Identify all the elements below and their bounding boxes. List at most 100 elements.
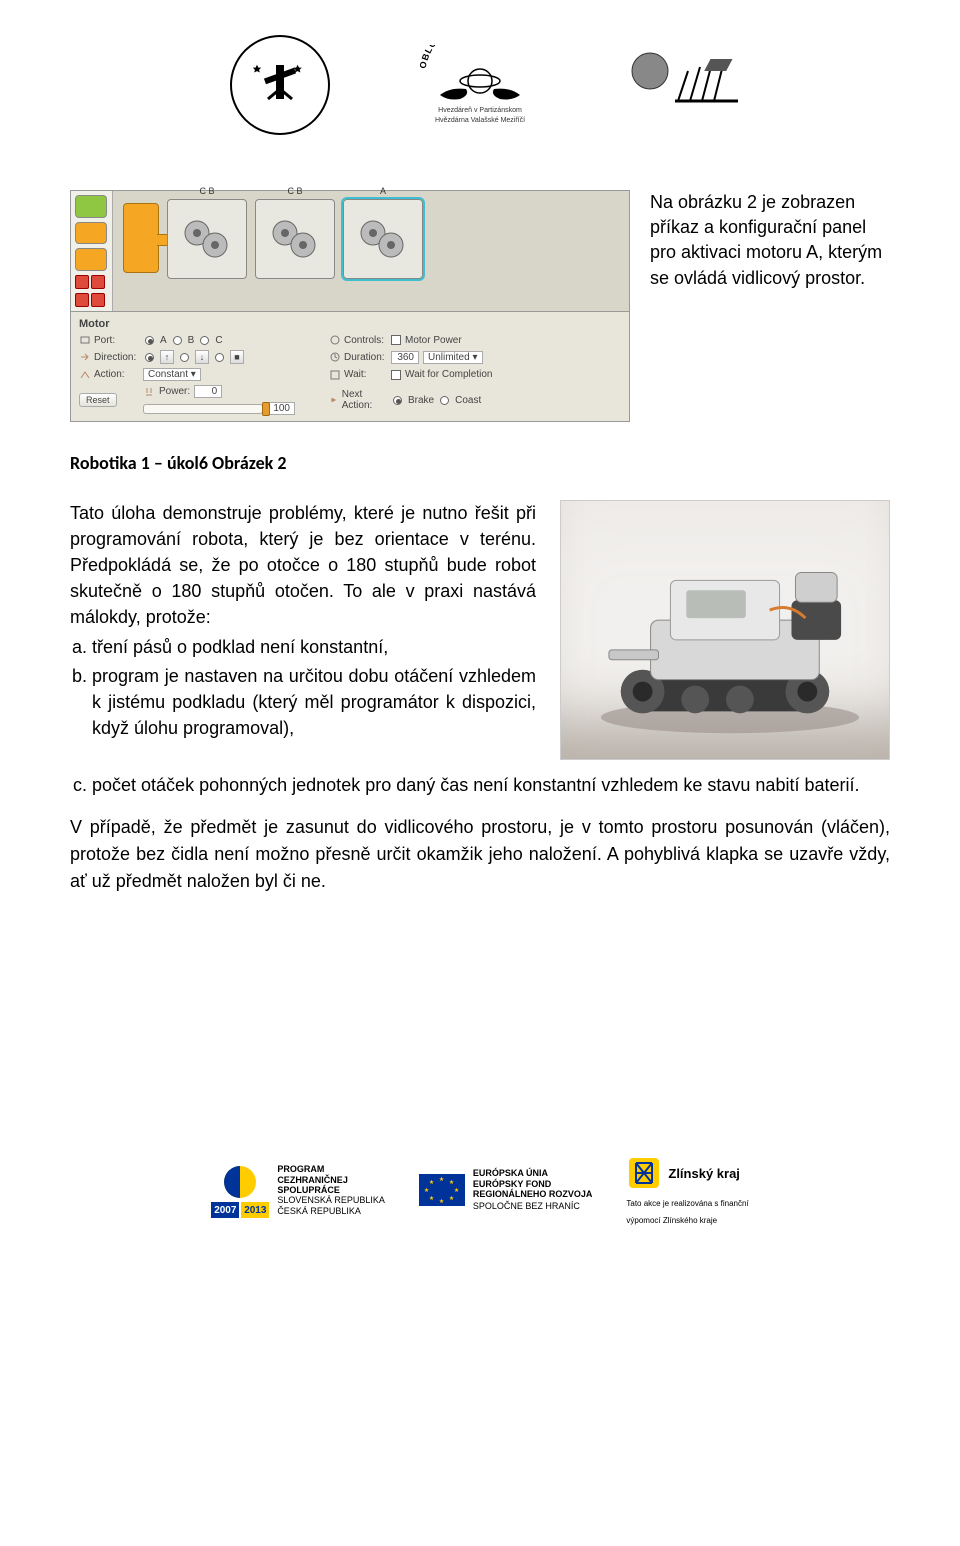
zlin-name: Zlínský kraj xyxy=(668,1166,740,1181)
nxt-robot-icon xyxy=(561,501,889,759)
nxt-editor-screenshot: C B C B A xyxy=(70,190,630,422)
action-select[interactable]: Constant ▾ xyxy=(143,368,323,381)
footer-zlin: Zlínský kraj Tato akce je realizována s … xyxy=(626,1155,748,1225)
list-item-a: tření pásů o podklad není konstantní, xyxy=(92,634,536,660)
header-logo-strip: OBLOHA NA DLANI Hvezdáreň v Partizánskom… xyxy=(70,30,890,140)
year-2013: 2013 xyxy=(241,1202,269,1218)
motor-power-checkbox[interactable] xyxy=(391,335,401,345)
start-block[interactable] xyxy=(123,203,159,273)
zlin-caption-1: Tato akce je realizována s finanční xyxy=(626,1199,748,1208)
port-radios[interactable]: A B C xyxy=(143,335,323,346)
port-c-radio[interactable] xyxy=(200,336,209,345)
list-item-b: program je nastaven na určitou dobu otáč… xyxy=(92,663,536,741)
action-icon xyxy=(79,369,91,381)
duration-unit-select[interactable]: Unlimited ▾ xyxy=(423,351,483,364)
footer-cez-text: PROGRAM CEZHRANIČNEJ SPOLUPRÁCE SLOVENSK… xyxy=(277,1164,385,1216)
telescope-icon xyxy=(250,55,310,115)
palette-move-icon[interactable] xyxy=(75,195,107,218)
footer-eu: ★ ★ ★ ★ ★ ★ ★ ★ EURÓPSKA ÚNIA EURÓPSKY F… xyxy=(419,1168,593,1211)
block-3-ports: A xyxy=(380,186,386,196)
duration-controls[interactable]: 360 Unlimited ▾ xyxy=(391,351,621,364)
figure-caption: Robotika 1 – úkol6 Obrázek 2 xyxy=(70,452,890,474)
config-title: Motor xyxy=(79,318,621,330)
gears-icon xyxy=(179,211,235,267)
palette-red-1-icon[interactable] xyxy=(75,275,89,289)
motor-block-2[interactable]: C B xyxy=(255,199,335,279)
direction-fwd-radio[interactable] xyxy=(145,353,154,362)
problem-list-cont: počet otáček pohonných jednotek pro daný… xyxy=(92,772,890,798)
controls-label: Controls: xyxy=(329,334,385,346)
power-icon xyxy=(143,386,155,398)
zlin-caption-2: výpomocí Zlínského kraje xyxy=(626,1216,717,1225)
palette-red-3-icon[interactable] xyxy=(75,293,89,307)
power-row[interactable]: Power: 0 100 xyxy=(143,385,323,415)
program-icon xyxy=(220,1162,260,1202)
footer-years: 2007 2013 xyxy=(211,1162,269,1218)
power-slider-knob[interactable] xyxy=(262,402,270,416)
power-value[interactable]: 100 xyxy=(267,402,295,415)
year-2007: 2007 xyxy=(211,1202,239,1218)
steering-value[interactable]: 0 xyxy=(194,385,222,398)
wait-checkbox-row[interactable]: Wait for Completion xyxy=(391,369,621,380)
port-a-radio[interactable] xyxy=(145,336,154,345)
reset-cell: Reset xyxy=(79,393,137,407)
hands-planet-icon: OBLOHA NA DLANI xyxy=(420,45,540,105)
final-paragraph: V případě, že předmět je zasunut do vidl… xyxy=(70,814,890,895)
reset-button[interactable]: Reset xyxy=(79,393,117,407)
figure-description: Na obrázku 2 je zobrazen příkaz a konfig… xyxy=(650,190,890,291)
gears-icon xyxy=(355,211,411,267)
duration-icon xyxy=(329,351,341,363)
list-item-c: počet otáček pohonných jednotek pro daný… xyxy=(92,772,890,798)
palette-red-4-icon[interactable] xyxy=(91,293,105,307)
power-slider[interactable] xyxy=(143,404,263,414)
logo-obloha: OBLOHA NA DLANI Hvezdáreň v Partizánskom… xyxy=(420,30,540,140)
motor-block-3-selected[interactable]: A xyxy=(343,199,423,279)
logo-partner xyxy=(620,30,740,140)
observatory-icon xyxy=(620,45,740,125)
svg-text:OBLOHA NA DLANI: OBLOHA NA DLANI xyxy=(420,45,503,69)
brake-radio[interactable] xyxy=(393,396,402,405)
direction-up-icon: ↑ xyxy=(160,350,174,364)
port-label: Port: xyxy=(79,334,137,346)
palette-record-icon[interactable] xyxy=(75,222,107,245)
config-panel: Motor Port: A B C Controls: xyxy=(71,311,629,421)
program-canvas[interactable]: C B C B A xyxy=(113,191,629,287)
direction-icon xyxy=(79,351,91,363)
direction-radios[interactable]: ↑ ↓ ■ xyxy=(143,350,323,364)
eu-flag-icon: ★ ★ ★ ★ ★ ★ ★ ★ xyxy=(419,1174,465,1206)
controls-value[interactable]: Motor Power xyxy=(391,335,621,346)
wait-label: Wait: xyxy=(329,369,385,381)
zlin-logo-icon xyxy=(626,1155,662,1191)
block-2-ports: C B xyxy=(287,186,302,196)
figure-and-sidetext: C B C B A xyxy=(70,190,890,422)
palette-sound-icon[interactable] xyxy=(75,248,107,271)
power-label: Power: xyxy=(159,386,190,397)
direction-stop-icon: ■ xyxy=(230,350,244,364)
direction-rev-radio[interactable] xyxy=(180,353,189,362)
port-b-radio[interactable] xyxy=(173,336,182,345)
next-action-icon xyxy=(329,394,339,406)
coast-radio[interactable] xyxy=(440,396,449,405)
wait-checkbox[interactable] xyxy=(391,370,401,380)
logo2-sub1: Hvezdáreň v Partizánskom xyxy=(438,107,522,115)
footer-cez: 2007 2013 PROGRAM CEZHRANIČNEJ SPOLUPRÁC… xyxy=(211,1162,385,1218)
nextaction-radios[interactable]: Brake Coast xyxy=(391,395,621,406)
logo-hvezdarna xyxy=(220,30,340,140)
robot-photo xyxy=(560,500,890,760)
duration-input[interactable]: 360 xyxy=(391,351,419,364)
controls-icon xyxy=(329,334,341,346)
gears-icon xyxy=(267,211,323,267)
direction-label: Direction: xyxy=(79,351,137,363)
port-icon xyxy=(79,334,91,346)
footer-logo-strip: 2007 2013 PROGRAM CEZHRANIČNEJ SPOLUPRÁC… xyxy=(70,1155,890,1225)
intro-and-photo: Tato úloha demonstruje problémy, které j… xyxy=(70,500,890,760)
block-1-ports: C B xyxy=(199,186,214,196)
footer-eu-text: EURÓPSKA ÚNIA EURÓPSKY FOND REGIONÁLNEHO… xyxy=(473,1168,593,1211)
block-palette xyxy=(71,191,113,311)
action-label: Action: xyxy=(79,369,137,381)
wait-icon xyxy=(329,369,341,381)
motor-block-1[interactable]: C B xyxy=(167,199,247,279)
logo2-sub2: Hvězdárna Valašské Meziříčí xyxy=(435,117,525,125)
palette-red-2-icon[interactable] xyxy=(91,275,105,289)
direction-stop-radio[interactable] xyxy=(215,353,224,362)
